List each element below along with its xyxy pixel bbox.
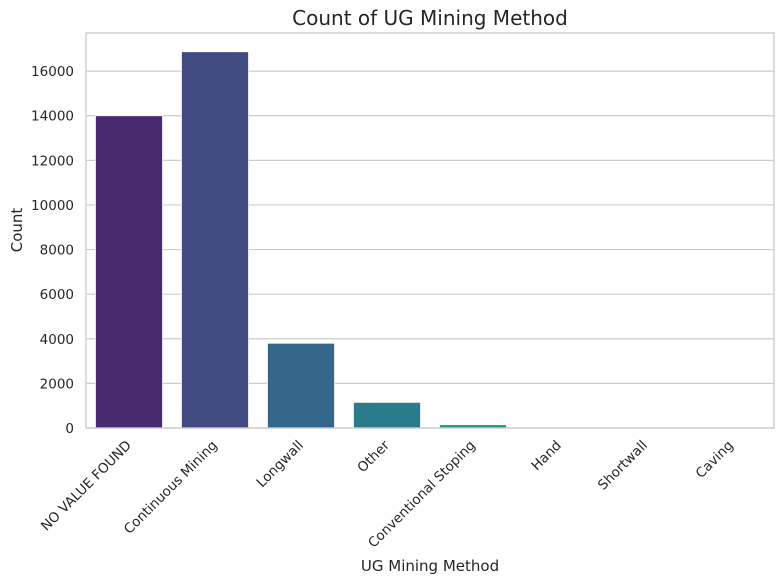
x-tick-label: NO VALUE FOUND <box>38 438 135 535</box>
plot-frame <box>85 32 775 429</box>
y-tick-label: 8000 <box>40 243 74 259</box>
y-axis-label: Count <box>8 208 26 253</box>
y-tick-label: 14000 <box>31 109 74 125</box>
x-tick-label: Caving <box>693 438 737 482</box>
y-tick-label: 12000 <box>31 153 74 169</box>
y-tick-label: 10000 <box>31 198 74 214</box>
y-tick-label: 4000 <box>40 332 74 348</box>
x-tick-label: Other <box>354 437 393 476</box>
y-tick-label: 2000 <box>40 376 74 392</box>
bar-longwall <box>267 342 335 429</box>
x-tick-label: Longwall <box>253 438 306 491</box>
x-tick-label: Continuous Mining <box>121 438 221 538</box>
y-tick-label: 6000 <box>40 287 74 303</box>
bars <box>95 51 765 429</box>
bar-no-value-found <box>95 115 163 429</box>
x-tick-label: Hand <box>528 438 564 474</box>
y-tick-label: 16000 <box>31 64 74 80</box>
bar-continuous-mining <box>181 51 249 429</box>
chart-title: Count of UG Mining Method <box>292 6 568 30</box>
y-tick-labels: 0 2000 4000 6000 8000 10000 12000 14000 16000 <box>31 64 74 437</box>
bar-other <box>353 401 421 429</box>
x-tick-label: Shortwall <box>595 438 651 494</box>
y-tick-label: 0 <box>65 421 74 437</box>
x-axis-label: UG Mining Method <box>361 557 499 575</box>
